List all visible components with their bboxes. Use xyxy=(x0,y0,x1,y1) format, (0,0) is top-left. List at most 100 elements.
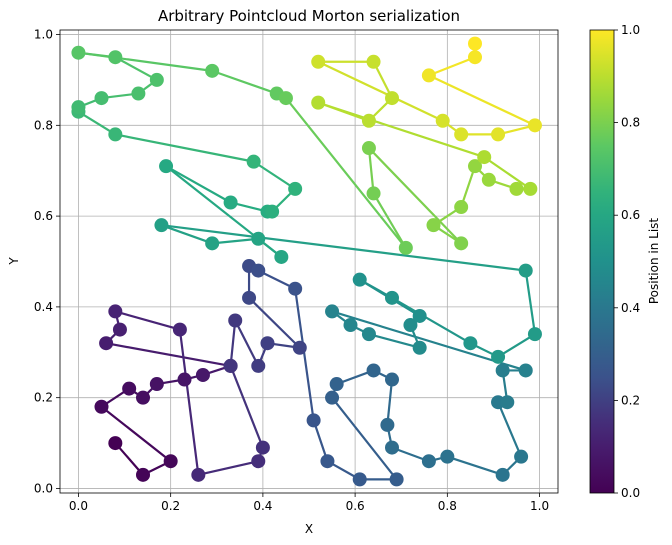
path-segment xyxy=(160,224,214,245)
data-point xyxy=(223,358,238,373)
data-point xyxy=(154,218,169,233)
colorbar-tick-label: 0.8 xyxy=(621,116,640,130)
path-segment xyxy=(386,378,394,427)
path-segment xyxy=(77,51,214,72)
data-point xyxy=(122,381,137,396)
data-point xyxy=(361,141,376,156)
data-point xyxy=(251,231,266,246)
path-segment xyxy=(284,96,407,249)
data-point xyxy=(468,159,482,174)
data-point xyxy=(495,363,510,378)
path-segment xyxy=(372,192,407,249)
data-point xyxy=(108,436,123,451)
data-point xyxy=(112,322,127,337)
y-tick-label: 0.2 xyxy=(34,391,53,405)
data-point xyxy=(514,449,529,464)
x-tick-label: 1.0 xyxy=(530,499,549,513)
colorbar-frame xyxy=(589,29,615,494)
data-point xyxy=(468,36,482,51)
data-point xyxy=(518,263,533,278)
data-point xyxy=(500,395,515,410)
data-point xyxy=(329,377,344,392)
data-point xyxy=(274,249,289,264)
data-point xyxy=(149,72,164,87)
path-segment xyxy=(197,460,260,476)
path-segment xyxy=(229,319,237,368)
data-point xyxy=(255,440,270,455)
x-tick-label: 0.0 xyxy=(69,499,88,513)
data-point xyxy=(172,322,187,337)
x-axis-ticks: 0.0 0.2 0.4 0.6 0.8 1.0 xyxy=(69,493,549,513)
data-point xyxy=(343,318,358,333)
path-segment xyxy=(234,319,260,368)
path-segment xyxy=(160,224,527,272)
path-segment xyxy=(524,269,537,336)
data-point xyxy=(518,363,533,378)
path-segment xyxy=(114,133,255,163)
path-segment xyxy=(294,287,315,422)
data-point xyxy=(292,340,307,355)
data-point xyxy=(463,336,478,351)
data-point xyxy=(278,91,293,106)
data-point xyxy=(352,472,367,487)
path-segment xyxy=(247,296,301,349)
x-tick-label: 0.8 xyxy=(438,499,457,513)
path-segment xyxy=(330,396,398,481)
path-segment xyxy=(229,364,264,449)
x-axis-label: X xyxy=(305,522,313,536)
path-segment xyxy=(367,333,421,349)
x-tick-label: 0.2 xyxy=(161,499,180,513)
path-segment xyxy=(446,455,504,476)
data-point xyxy=(71,45,86,60)
data-point xyxy=(440,449,455,464)
data-point xyxy=(389,472,404,487)
data-point xyxy=(491,127,506,142)
data-point xyxy=(366,363,381,378)
path-segment xyxy=(317,60,444,122)
y-axis-label: Y xyxy=(7,257,21,266)
y-tick-label: 0.0 xyxy=(34,481,53,495)
data-point xyxy=(403,318,418,333)
data-point xyxy=(311,54,326,69)
y-tick-label: 1.0 xyxy=(34,28,53,42)
data-point xyxy=(426,218,441,233)
data-point xyxy=(454,200,469,215)
data-point xyxy=(468,50,482,65)
data-point xyxy=(495,467,510,482)
data-point xyxy=(246,154,261,169)
path-segment xyxy=(427,74,537,127)
data-point xyxy=(385,372,399,387)
colorbar xyxy=(590,30,614,493)
data-point xyxy=(491,349,506,364)
path-segment xyxy=(105,342,232,368)
data-point xyxy=(361,327,376,342)
path-segment xyxy=(114,441,145,476)
plot-frame xyxy=(59,29,559,494)
data-point xyxy=(398,240,413,255)
data-point xyxy=(195,367,210,382)
colorbar-tick-label: 0.6 xyxy=(621,208,640,222)
data-point xyxy=(477,150,492,165)
data-point xyxy=(228,313,243,328)
chart-title: Arbitrary Pointcloud Morton serializatio… xyxy=(158,7,460,25)
data-point xyxy=(412,308,427,323)
path-segment xyxy=(317,101,371,122)
data-point xyxy=(421,454,436,469)
path-segment xyxy=(211,69,278,95)
data-point xyxy=(527,327,542,342)
path-segment xyxy=(483,155,532,190)
path-segment xyxy=(211,237,260,245)
path-segment xyxy=(178,328,200,476)
colorbar-ticks: 0.0 0.2 0.4 0.6 0.8 1.0 xyxy=(614,23,640,500)
data-point xyxy=(366,186,381,201)
data-point xyxy=(385,290,399,305)
path-segment xyxy=(164,165,232,204)
colorbar-label: Position in List xyxy=(647,218,661,305)
data-point xyxy=(99,336,114,351)
colorbar-tick-label: 0.2 xyxy=(621,393,640,407)
data-point xyxy=(108,50,123,65)
data-point xyxy=(481,172,496,187)
path-segment xyxy=(252,160,297,190)
colorbar-tick-label: 0.4 xyxy=(621,301,640,315)
